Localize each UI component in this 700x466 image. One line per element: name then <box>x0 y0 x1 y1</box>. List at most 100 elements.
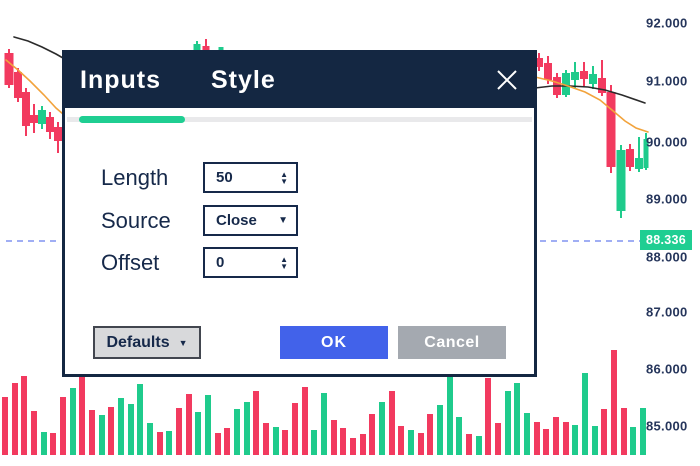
volume-bar <box>350 438 356 455</box>
length-input[interactable]: 50 ▲ ▼ <box>203 162 298 193</box>
stepper-up-icon[interactable]: ▲ <box>280 254 288 264</box>
volume-bar <box>553 417 559 455</box>
last-price-badge: 88.336 <box>640 230 693 250</box>
volume-bars <box>2 350 646 455</box>
active-tab-indicator <box>79 116 185 123</box>
volume-bar <box>215 433 221 455</box>
ok-button[interactable]: OK <box>280 326 388 359</box>
candle-body <box>544 63 552 80</box>
volume-bar <box>331 420 337 455</box>
price-axis-label: 91.000 <box>646 73 688 89</box>
volume-bar <box>31 411 37 455</box>
volume-bar <box>534 422 540 455</box>
price-axis[interactable]: 88.336 92.000 91.000 90.000 89.000 88.000 87.… <box>640 0 700 466</box>
dropdown-icon: ▼ <box>178 337 188 348</box>
ma-slow-line <box>534 85 646 104</box>
candle-body <box>30 115 38 123</box>
offset-value: 0 <box>216 254 225 271</box>
stepper-up-icon[interactable]: ▲ <box>280 169 288 179</box>
offset-input[interactable]: 0 ▲ ▼ <box>203 247 298 278</box>
defaults-button-label: Defaults <box>106 333 170 351</box>
volume-bar <box>79 377 85 455</box>
volume-bar <box>485 378 491 455</box>
volume-bar <box>234 409 240 455</box>
volume-bar <box>253 391 259 455</box>
volume-bar <box>186 394 192 455</box>
volume-bar <box>263 423 269 455</box>
candle-body <box>606 92 616 167</box>
volume-bar <box>379 402 385 455</box>
source-label: Source <box>101 208 171 233</box>
volume-bar <box>89 410 95 455</box>
volume-bar <box>21 376 27 455</box>
close-icon <box>497 70 517 90</box>
volume-bar <box>273 427 279 455</box>
length-stepper: ▲ ▼ <box>280 169 288 186</box>
candle-body <box>589 74 597 84</box>
volume-bar <box>476 436 482 455</box>
volume-bar <box>563 422 569 455</box>
volume-bar <box>12 383 18 455</box>
volume-bar <box>466 434 472 455</box>
volume-bar <box>166 431 172 455</box>
price-axis-label: 90.000 <box>646 134 688 150</box>
volume-bar <box>70 388 76 455</box>
tab-style[interactable]: Style <box>211 66 276 94</box>
volume-bar <box>437 405 443 455</box>
candle-body <box>571 72 579 80</box>
price-axis-label: 88.000 <box>646 249 688 265</box>
candle-body <box>635 158 643 169</box>
candle-body <box>38 110 46 124</box>
candle-body <box>22 92 30 126</box>
volume-bar <box>128 404 134 455</box>
volume-bar <box>137 384 143 455</box>
volume-bar <box>224 428 230 455</box>
volume-bar <box>340 428 346 455</box>
volume-bar <box>282 430 288 455</box>
price-axis-label: 92.000 <box>646 15 688 31</box>
volume-bar <box>592 426 598 455</box>
candle-body <box>14 72 22 98</box>
offset-label: Offset <box>101 250 160 275</box>
close-button[interactable] <box>494 67 520 93</box>
volume-bar <box>505 391 511 455</box>
ma-fast-line <box>5 59 64 115</box>
volume-bar <box>447 377 453 455</box>
volume-bar <box>640 408 646 455</box>
cancel-button[interactable]: Cancel <box>398 326 506 359</box>
volume-bar <box>611 350 617 455</box>
volume-bar <box>630 427 636 455</box>
stepper-down-icon[interactable]: ▼ <box>280 261 288 271</box>
dropdown-icon[interactable]: ▼ <box>278 215 288 226</box>
candle-body <box>535 58 543 67</box>
volume-bar <box>418 433 424 455</box>
candle-body <box>643 139 649 168</box>
offset-stepper: ▲ ▼ <box>280 254 288 271</box>
volume-bar <box>118 398 124 455</box>
length-label: Length <box>101 165 169 190</box>
volume-bar <box>50 433 56 455</box>
source-select[interactable]: Close ▼ <box>203 205 298 236</box>
ma-slow-line <box>13 36 64 59</box>
volume-bar <box>495 423 501 455</box>
volume-bar <box>176 408 182 455</box>
volume-bar <box>244 402 250 455</box>
volume-bar <box>157 432 163 455</box>
volume-bar <box>408 430 414 455</box>
volume-bar <box>427 414 433 455</box>
tab-inputs[interactable]: Inputs <box>80 66 161 94</box>
price-axis-label: 87.000 <box>646 304 688 320</box>
volume-bar <box>524 413 530 455</box>
stepper-down-icon[interactable]: ▼ <box>280 176 288 186</box>
candle-body <box>4 53 14 85</box>
price-axis-label: 86.000 <box>646 361 688 377</box>
volume-bar <box>398 426 404 455</box>
volume-bar <box>601 409 607 455</box>
candle-body <box>616 150 626 211</box>
volume-bar <box>369 414 375 455</box>
defaults-button[interactable]: Defaults ▼ <box>93 326 201 359</box>
price-axis-label: 85.000 <box>646 418 688 434</box>
candle-body <box>598 78 606 93</box>
volume-bar <box>60 397 66 455</box>
